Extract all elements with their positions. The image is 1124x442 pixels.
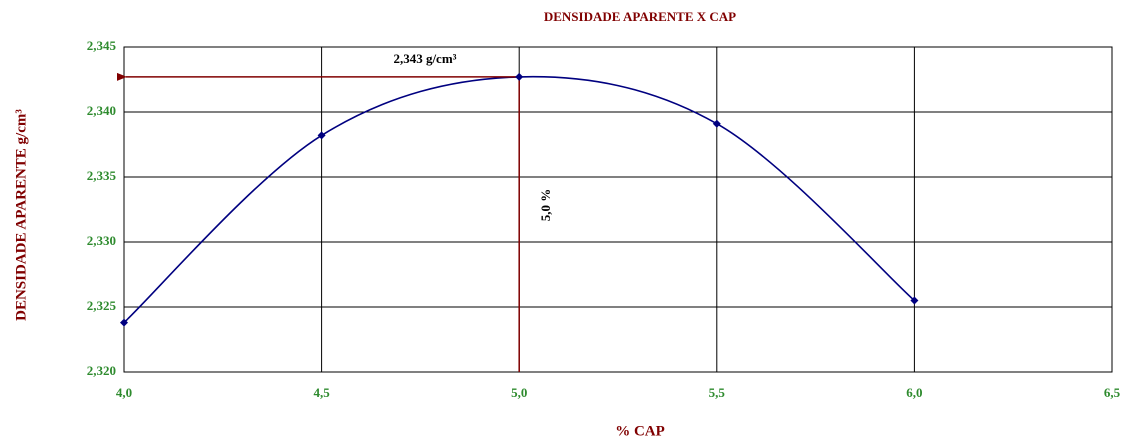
data-point [515,72,524,81]
y-tick-label: 2,325 [87,298,117,313]
y-axis-label: DENSIDADE APARENTE g/cm³ [13,109,29,321]
x-axis-label: % CAP [615,423,665,439]
y-tick-label: 2,345 [87,38,117,53]
data-point [120,318,128,327]
x-tick-label: 6,0 [906,385,922,400]
x-tick-label: 6,5 [1104,385,1121,400]
y-tick-label: 2,330 [87,233,116,248]
data-point [317,131,326,140]
annotation: 2,343 g/cm³ [393,51,456,66]
data-point [910,296,919,305]
y-tick-label: 2,340 [87,103,116,118]
chart-title: DENSIDADE APARENTE X CAP [544,9,736,24]
x-tick-label: 5,0 [511,385,527,400]
y-tick-label: 2,335 [87,168,117,183]
x-tick-label: 5,5 [709,385,726,400]
x-tick-label: 4,0 [116,385,132,400]
y-tick-label: 2,320 [87,363,116,378]
x-tick-label: 4,5 [313,385,330,400]
annotation: 5,0 % [538,189,553,222]
plot-border [123,46,1113,373]
data-point [712,119,721,128]
